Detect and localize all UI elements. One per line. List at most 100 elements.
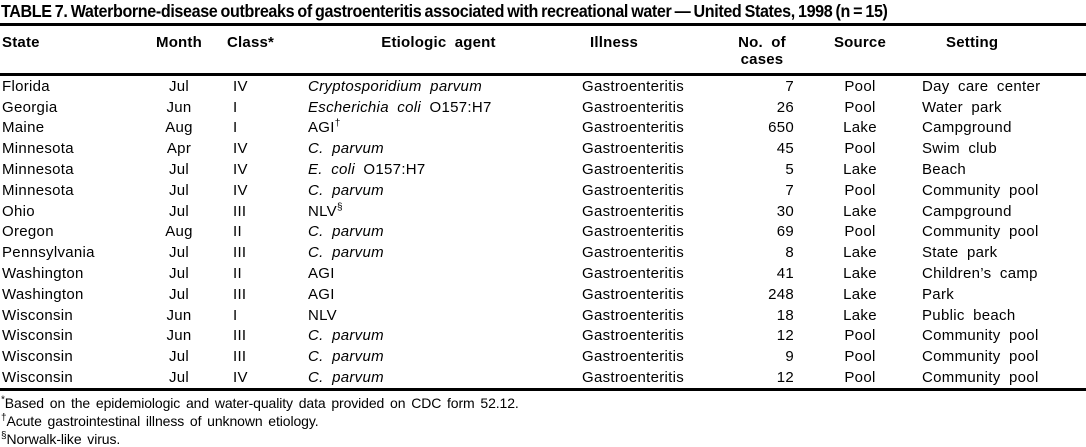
cell-month: Jul xyxy=(168,265,190,283)
footnote-agi-definition: †Acute gastrointestinal illness of unkno… xyxy=(1,412,1086,430)
cell-setting: State park xyxy=(922,244,998,262)
col-header-no-of-cases: No. of cases xyxy=(737,26,810,75)
cell-setting: Campground xyxy=(922,202,1012,220)
cell-no-of-cases: 69 xyxy=(776,223,794,241)
cell-month: Jun xyxy=(166,327,192,345)
cell-source: Lake xyxy=(843,285,877,303)
cell-state: Minnesota xyxy=(2,140,74,158)
col-header-state: State xyxy=(2,34,40,51)
cell-setting: Children’s camp xyxy=(922,265,1038,283)
cell-source: Pool xyxy=(844,369,876,387)
cell-class: II xyxy=(233,223,242,241)
cell-no-of-cases: 5 xyxy=(785,161,794,179)
footnote-marker-section: § xyxy=(1,430,7,442)
footnote-text: Based on the epidemiologic and water-qua… xyxy=(4,394,519,411)
agent-latin-name: C. parvum xyxy=(308,244,384,262)
agent-roman-text: AGI xyxy=(308,119,335,137)
agent-roman-text: NLV xyxy=(308,202,337,220)
col-header-source: Source xyxy=(833,34,887,51)
cell-illness: Gastroenteritis xyxy=(582,265,685,283)
cell-month: Jul xyxy=(168,202,190,220)
agent-latin-name: C. parvum xyxy=(308,223,384,241)
cell-illness: Gastroenteritis xyxy=(582,119,685,137)
cell-month: Jul xyxy=(168,348,190,366)
cell-state: Minnesota xyxy=(2,181,74,199)
table-row: Washington Jul II AGI Gastroenteritis 41… xyxy=(0,263,1086,284)
cell-no-of-cases: 45 xyxy=(776,140,794,158)
agent-roman-text: O157:H7 xyxy=(354,161,426,179)
cell-month: Jul xyxy=(168,77,190,95)
cell-class: IV xyxy=(233,77,248,95)
cell-illness: Gastroenteritis xyxy=(582,140,685,158)
table-row: Minnesota Jul IV E. coli O157:H7 Gastroe… xyxy=(0,159,1086,180)
cell-etiologic-agent: C. parvum xyxy=(303,367,575,389)
cell-state: Wisconsin xyxy=(2,327,74,345)
cell-etiologic-agent: AGI† xyxy=(303,118,575,139)
cell-illness: Gastroenteritis xyxy=(582,369,685,387)
agent-latin-name: C. parvum xyxy=(308,181,384,199)
cell-no-of-cases: 41 xyxy=(776,265,794,283)
cell-illness: Gastroenteritis xyxy=(582,181,685,199)
cell-state: Wisconsin xyxy=(2,369,74,387)
table-row: Wisconsin Jul IV C. parvum Gastroenterit… xyxy=(0,367,1086,389)
cell-no-of-cases: 12 xyxy=(776,369,794,387)
cell-source: Pool xyxy=(844,77,876,95)
cell-source: Lake xyxy=(843,119,877,137)
cell-state: Ohio xyxy=(2,202,35,220)
cell-setting: Beach xyxy=(922,161,967,179)
cell-illness: Gastroenteritis xyxy=(582,306,685,324)
footnote-text: Norwalk-like virus. xyxy=(6,430,121,447)
cell-class: III xyxy=(233,285,247,303)
cell-state: Washington xyxy=(2,285,84,303)
cell-source: Pool xyxy=(844,181,876,199)
table-row: Georgia Jun I Escherichia coli O157:H7 G… xyxy=(0,97,1086,118)
cell-month: Apr xyxy=(166,140,192,158)
table-body: Florida Jul IV Cryptosporidium parvum Ga… xyxy=(0,75,1086,390)
cell-month: Jul xyxy=(168,181,190,199)
table-row: Florida Jul IV Cryptosporidium parvum Ga… xyxy=(0,75,1086,97)
cell-month: Aug xyxy=(165,119,193,137)
col-header-setting: Setting xyxy=(946,34,999,51)
cell-month: Jul xyxy=(168,161,190,179)
footnote-class-definition: *Based on the epidemiologic and water-qu… xyxy=(1,394,1086,412)
cell-state: Wisconsin xyxy=(2,348,74,366)
footnote-marker-dagger: † xyxy=(1,412,7,424)
cell-no-of-cases: 18 xyxy=(776,306,794,324)
cell-setting: Park xyxy=(922,285,955,303)
cell-etiologic-agent: C. parvum xyxy=(303,346,575,367)
agent-footnote-marker: § xyxy=(336,201,343,213)
col-header-illness: Illness xyxy=(590,34,639,51)
cell-setting: Community pool xyxy=(922,181,1039,199)
cell-etiologic-agent: C. parvum xyxy=(303,326,575,347)
cell-no-of-cases: 7 xyxy=(785,77,794,95)
cell-illness: Gastroenteritis xyxy=(582,202,685,220)
agent-latin-name: C. parvum xyxy=(308,348,384,366)
agent-roman-text: NLV xyxy=(308,306,337,324)
cell-etiologic-agent: C. parvum xyxy=(303,138,575,159)
cell-state: Oregon xyxy=(2,223,54,241)
cell-no-of-cases: 248 xyxy=(768,285,794,303)
cell-etiologic-agent: NLV xyxy=(303,305,575,326)
col-header-month: Month xyxy=(156,34,202,51)
agent-roman-text: AGI xyxy=(308,265,335,283)
cell-no-of-cases: 7 xyxy=(785,181,794,199)
cell-class: III xyxy=(233,244,247,262)
cell-etiologic-agent: E. coli O157:H7 xyxy=(303,159,575,180)
agent-latin-name: E. coli xyxy=(308,161,355,179)
cell-etiologic-agent: Cryptosporidium parvum xyxy=(303,75,575,97)
cell-state: Maine xyxy=(2,119,45,137)
cell-etiologic-agent: C. parvum xyxy=(303,222,575,243)
cell-class: IV xyxy=(233,369,248,387)
cell-class: IV xyxy=(233,181,248,199)
table-row: Wisconsin Jun I NLV Gastroenteritis 18 L… xyxy=(0,305,1086,326)
cell-etiologic-agent: C. parvum xyxy=(303,180,575,201)
agent-latin-name: C. parvum xyxy=(308,369,384,387)
cell-etiologic-agent: C. parvum xyxy=(303,242,575,263)
cell-setting: Campground xyxy=(922,119,1012,137)
cell-no-of-cases: 26 xyxy=(776,98,794,116)
cell-setting: Community pool xyxy=(922,348,1039,366)
cell-etiologic-agent: Escherichia coli O157:H7 xyxy=(303,97,575,118)
table-row: Minnesota Jul IV C. parvum Gastroenterit… xyxy=(0,180,1086,201)
col-header-etiologic-agent: Etiologic agent xyxy=(381,34,496,51)
